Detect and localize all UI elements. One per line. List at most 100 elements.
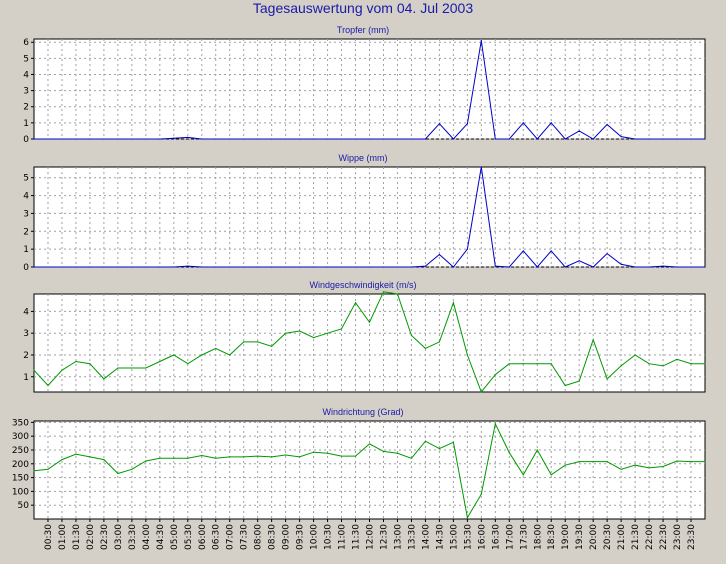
x-tick-label: 08:00 (254, 524, 264, 550)
data-point (75, 453, 77, 455)
data-point (662, 365, 664, 367)
x-tick-label: 16:30 (491, 524, 501, 550)
data-point (271, 138, 273, 140)
data-point (201, 138, 203, 140)
data-point (187, 457, 189, 459)
data-point (103, 378, 105, 380)
data-point (285, 138, 287, 140)
data-point (187, 136, 189, 138)
y-tick-label: 5 (23, 174, 29, 184)
data-point (187, 363, 189, 365)
data-point (89, 456, 91, 458)
data-point (354, 302, 357, 304)
data-point (410, 334, 413, 336)
data-point (396, 293, 399, 295)
x-tick-label: 17:00 (505, 524, 515, 550)
x-tick-label: 05:30 (184, 524, 194, 550)
data-point (508, 363, 510, 365)
x-tick-label: 09:00 (282, 524, 292, 550)
data-point (676, 460, 678, 462)
y-tick-label: 1 (23, 245, 29, 255)
x-tick-label: 11:00 (338, 524, 348, 550)
data-point (229, 266, 231, 268)
data-point (145, 367, 147, 369)
y-tick-label: 50 (18, 501, 30, 511)
data-point (243, 341, 245, 343)
y-tick-label: 6 (23, 38, 29, 48)
data-point (522, 122, 524, 124)
y-tick-label: 200 (12, 460, 29, 470)
x-tick-label: 21:30 (631, 524, 641, 550)
x-tick-label: 13:00 (393, 524, 403, 550)
x-tick-label: 12:30 (379, 524, 389, 550)
data-point (480, 166, 482, 168)
data-point (634, 464, 636, 466)
x-tick-label: 14:30 (435, 524, 445, 550)
x-tick-label: 12:00 (366, 524, 376, 550)
data-point (704, 363, 706, 365)
data-point (131, 468, 133, 470)
data-point (452, 302, 454, 304)
data-point (508, 138, 510, 140)
data-point (117, 367, 119, 369)
x-tick-label: 23:30 (687, 524, 697, 550)
data-point (480, 40, 482, 42)
data-point (536, 266, 538, 268)
x-tick-label: 10:00 (310, 524, 320, 550)
data-point (145, 138, 147, 140)
data-point (201, 354, 203, 356)
x-tick-label: 06:00 (198, 524, 208, 550)
x-tick-label: 02:00 (86, 524, 96, 550)
data-point (173, 266, 175, 268)
data-point (424, 265, 427, 267)
x-tick-label: 01:00 (58, 524, 68, 550)
data-point (285, 332, 287, 334)
data-point (690, 138, 692, 140)
y-tick-label: 0 (23, 263, 29, 273)
data-point (103, 266, 105, 268)
data-point (564, 266, 566, 268)
data-point (452, 441, 454, 443)
data-point (634, 354, 636, 356)
data-point (536, 363, 538, 365)
x-tick-label: 05:00 (170, 524, 180, 550)
y-tick-label: 3 (23, 87, 29, 97)
data-point (480, 391, 482, 393)
data-point (285, 266, 287, 268)
y-tick-label: 1 (23, 373, 29, 383)
x-tick-label: 08:30 (268, 524, 278, 550)
data-point (187, 265, 189, 267)
data-point (550, 122, 552, 124)
data-point (704, 138, 706, 140)
data-point (340, 138, 343, 140)
data-point (103, 459, 105, 461)
data-point (522, 474, 524, 476)
data-point (578, 460, 580, 463)
data-point (354, 266, 357, 268)
data-point (578, 380, 580, 382)
data-point (117, 266, 119, 268)
data-point (312, 451, 315, 453)
x-tick-label: 02:30 (100, 524, 110, 550)
x-tick-label: 00:30 (44, 524, 54, 550)
panel-title-tropfer: Tropfer (mm) (336, 25, 390, 35)
y-tick-label: 2 (23, 351, 29, 361)
data-point (326, 332, 329, 334)
data-point (117, 138, 119, 140)
data-point (690, 363, 692, 365)
data-point (648, 467, 650, 469)
y-tick-label: 4 (23, 307, 29, 317)
data-point (508, 266, 510, 268)
x-tick-label: 10:30 (324, 524, 334, 550)
data-point (229, 354, 231, 356)
plot-area (33, 293, 706, 393)
data-point (61, 369, 63, 371)
data-point (382, 291, 385, 293)
data-point (438, 448, 440, 450)
data-point (620, 468, 622, 470)
data-point (47, 266, 49, 268)
data-point (620, 263, 622, 265)
x-tick-label: 15:30 (463, 524, 473, 550)
data-point (145, 266, 147, 268)
data-point (662, 138, 664, 140)
